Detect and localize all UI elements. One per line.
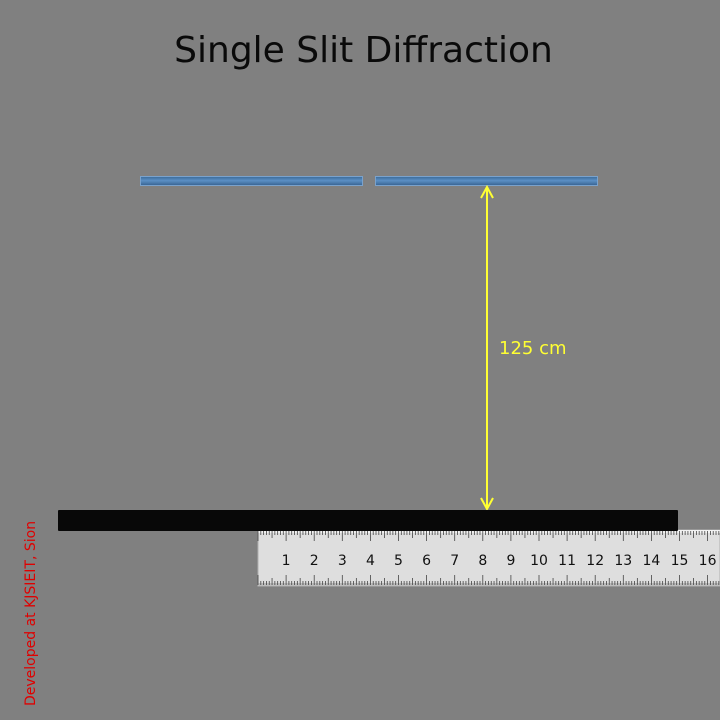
ruler-number: 9	[506, 553, 515, 569]
ruler-number: 3	[338, 553, 347, 569]
ruler-ticks	[257, 531, 720, 585]
ruler-number: 13	[614, 553, 632, 569]
distance-label: 125 cm	[499, 338, 567, 359]
ruler: 1 2 3 4 5 6 7 8 9 10 11 12 13 14 15 16	[257, 529, 720, 587]
ruler-number: 5	[394, 553, 403, 569]
ruler-number: 10	[530, 553, 548, 569]
ruler-number: 1	[282, 553, 291, 569]
screen	[58, 510, 678, 531]
ruler-number: 4	[366, 553, 375, 569]
ruler-number: 12	[586, 553, 604, 569]
ruler-body	[257, 529, 720, 587]
ruler-number: 8	[478, 553, 487, 569]
distance-arrow	[480, 184, 494, 512]
slit-plate-right	[375, 176, 598, 186]
ruler-number: 11	[558, 553, 576, 569]
ruler-numbers: 1 2 3 4 5 6 7 8 9 10 11 12 13 14 15 16	[282, 553, 717, 569]
credit-text: Developed at KJSIEIT, Sion	[23, 520, 39, 706]
ruler-number: 6	[422, 553, 431, 569]
slit-plate-left	[140, 176, 363, 186]
distance-arrow-head-bottom	[480, 497, 494, 512]
ruler-number: 15	[671, 553, 689, 569]
ruler-number: 14	[642, 553, 660, 569]
distance-arrow-head-top	[480, 184, 494, 199]
ruler-number: 16	[699, 553, 717, 569]
page-title: Single Slit Diffraction	[174, 30, 553, 71]
ruler-number: 7	[450, 553, 459, 569]
ruler-number: 2	[310, 553, 319, 569]
